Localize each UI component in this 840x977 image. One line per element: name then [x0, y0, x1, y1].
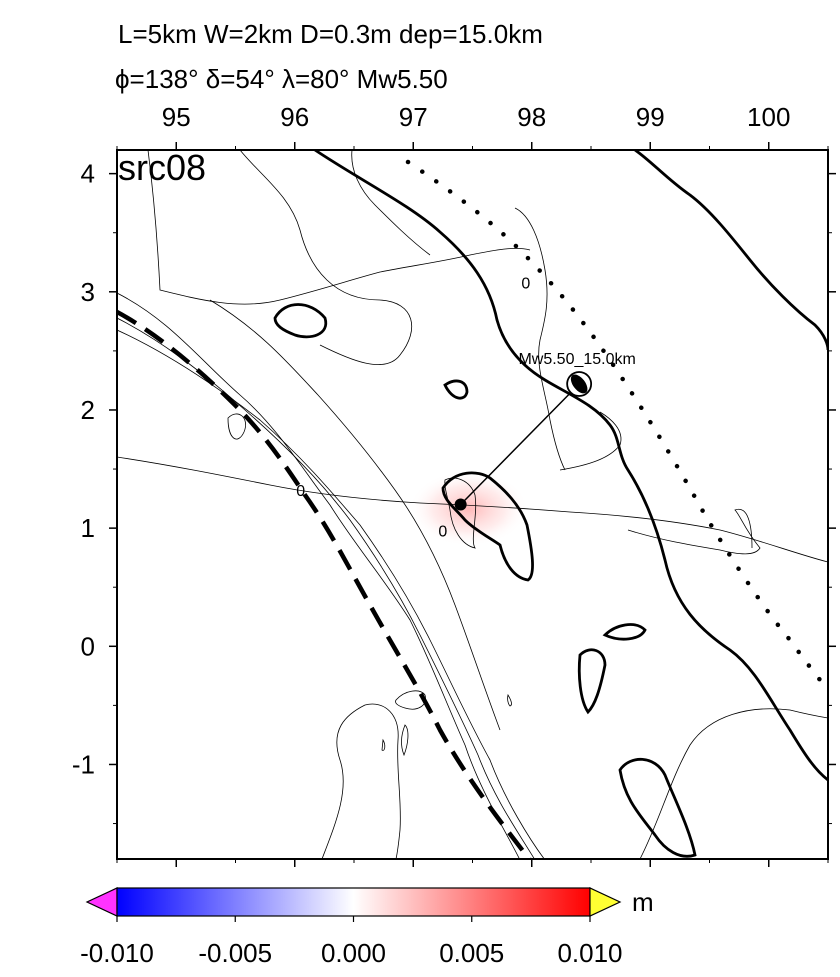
coastline	[634, 150, 828, 351]
island-contour	[602, 623, 647, 641]
colorbar-tick-label: -0.005	[198, 938, 272, 968]
contour-line	[381, 738, 386, 751]
lat-tick-label: -1	[72, 749, 95, 779]
lon-tick-label: 95	[162, 102, 191, 132]
colorbar-tick-label: 0.000	[321, 938, 386, 968]
island-contour	[577, 648, 607, 715]
island-contour	[618, 757, 697, 858]
contour-line	[117, 292, 520, 859]
title-parameters-line2: ϕ=138° δ=54° λ=80° Mw5.50	[115, 64, 448, 94]
colorbar-ticks: -0.010 -0.005 0.000 0.005 0.010	[80, 916, 623, 968]
mechanism-label: Mw5.50_15.0km	[518, 351, 635, 368]
contour-line	[239, 150, 413, 365]
trench-line	[117, 310, 532, 859]
contour-line	[227, 413, 246, 440]
focal-mechanism-icon	[566, 371, 593, 397]
colorbar-tick-label: 0.010	[557, 938, 622, 968]
contour-line	[147, 150, 531, 305]
lon-tick-label: 100	[747, 102, 790, 132]
contour-labels: 0 0 0	[296, 275, 530, 540]
lat-tick-label: 2	[81, 395, 95, 425]
lon-tick-label: 97	[399, 102, 428, 132]
contour-line	[639, 708, 828, 859]
colorbar-under-triangle	[85, 887, 118, 917]
lon-tick-label: 99	[636, 102, 665, 132]
contour-value-label: 0	[438, 523, 447, 540]
lon-tick-label: 98	[517, 102, 546, 132]
colorbar-gradient	[116, 887, 591, 917]
colorbar-unit: m	[632, 887, 654, 917]
map-panel: Mw5.50_15.0km 0 0 0 src08	[116, 147, 829, 860]
bathymetry-contours	[117, 150, 828, 859]
contour-line	[627, 508, 761, 555]
contour-line	[395, 690, 426, 710]
lat-tick-label: 1	[81, 513, 95, 543]
coastline	[314, 150, 828, 782]
map-content: Mw5.50_15.0km 0 0 0	[117, 150, 828, 859]
lat-tick-label: 0	[81, 631, 95, 661]
source-connector-line	[460, 383, 580, 506]
lat-tick-label: 3	[81, 277, 95, 307]
colorbar: m -0.010 -0.005 0.000 0.005 0.010	[80, 887, 654, 968]
panel-label: src08	[118, 147, 206, 188]
map-axes: 95 96 97 98 99 100 4 3 2 1 0 -1	[72, 102, 836, 867]
title-parameters-line1: L=5km W=2km D=0.3m dep=15.0km	[118, 19, 543, 49]
contour-line	[507, 693, 512, 707]
colorbar-tick-label: 0.005	[439, 938, 504, 968]
source-point	[454, 498, 467, 511]
contour-line	[209, 299, 501, 731]
lat-tick-label: 4	[81, 159, 95, 189]
colorbar-tick-label: -0.010	[80, 938, 154, 968]
island-contour	[441, 471, 534, 582]
colorbar-over-triangle	[589, 887, 622, 917]
deformation-field	[408, 470, 529, 547]
contour-line	[514, 207, 566, 471]
island-contour	[273, 303, 328, 339]
contour-value-label: 0	[296, 483, 305, 500]
contour-line	[321, 703, 401, 859]
coastline-contours	[273, 150, 828, 858]
island-contour	[443, 379, 469, 400]
contour-line	[117, 456, 828, 563]
lon-tick-label: 96	[280, 102, 309, 132]
contour-value-label: 0	[521, 275, 530, 292]
contour-line	[401, 724, 409, 757]
contour-line	[351, 150, 431, 256]
volcanic-arc-line	[405, 159, 828, 693]
